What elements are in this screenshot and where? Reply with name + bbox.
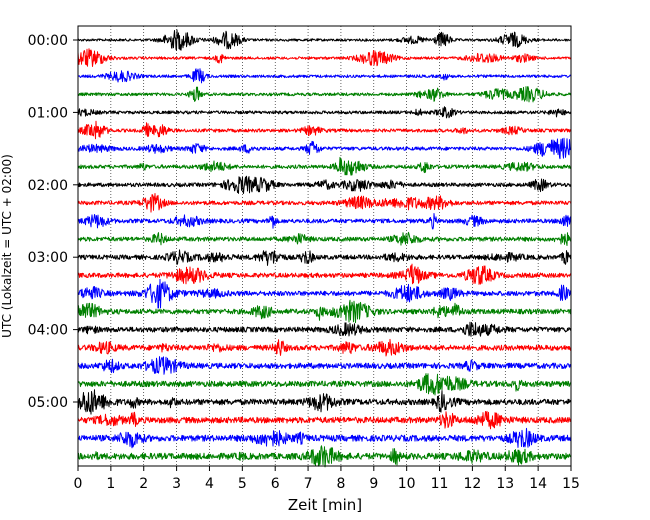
trace-0030 [77, 68, 572, 84]
x-tick-label-3: 3 [172, 476, 181, 492]
x-tick-label-9: 9 [369, 476, 378, 492]
y-tick-label-0200: 02:00 [28, 178, 68, 194]
grid-lines [110, 26, 539, 466]
trace-0315 [77, 263, 572, 285]
y-tick-label-0100: 01:00 [28, 105, 68, 121]
y-axis-label: UTC (Lokalzeit = UTC + 02:00) [0, 154, 14, 338]
trace-0215 [77, 193, 572, 213]
trace-0130 [77, 137, 572, 160]
y-tick-label-0500: 05:00 [28, 395, 68, 411]
trace-0430 [77, 356, 572, 375]
x-tick-label-14: 14 [529, 476, 547, 492]
trace-0045 [77, 86, 572, 103]
x-tick-label-7: 7 [304, 476, 313, 492]
x-tick-label-5: 5 [238, 476, 247, 492]
x-tick-label-2: 2 [139, 476, 148, 492]
x-tick-label-10: 10 [398, 476, 416, 492]
trace-0445 [77, 373, 572, 396]
trace-0515 [77, 410, 572, 430]
trace-0145 [77, 156, 572, 176]
plot-frame [77, 25, 572, 467]
trace-0330 [77, 278, 572, 309]
x-tick-label-11: 11 [431, 476, 449, 492]
x-tick-label-6: 6 [271, 476, 280, 492]
trace-0000 [77, 29, 572, 51]
x-tick-label-8: 8 [336, 476, 345, 492]
trace-0345 [77, 299, 572, 324]
trace-0415 [77, 338, 572, 357]
y-tick-label-0000: 00:00 [28, 33, 68, 49]
trace-0115 [77, 120, 572, 140]
x-tick-label-13: 13 [496, 476, 514, 492]
trace-0530 [77, 427, 572, 449]
x-axis-ticks: 0 1 2 3 4 5 6 7 8 9 10 11 12 13 14 15 [74, 466, 580, 492]
trace-0245 [77, 231, 572, 246]
trace-0015 [77, 48, 572, 67]
trace-0100 [77, 106, 572, 119]
trace-0230 [77, 213, 572, 230]
trace-0300 [77, 249, 572, 266]
trace-0400 [77, 321, 572, 337]
y-tick-label-0400: 04:00 [28, 323, 68, 339]
x-tick-label-1: 1 [106, 476, 115, 492]
y-axis-ticks: 00:00 01:00 02:00 03:00 04:00 05:00 [28, 33, 78, 411]
x-tick-label-15: 15 [562, 476, 580, 492]
x-axis-label: Zeit [min] [288, 496, 362, 514]
trace-0500 [77, 389, 572, 415]
trace-0545 [77, 445, 572, 468]
seismic-traces [77, 29, 572, 468]
y-tick-label-0300: 03:00 [28, 250, 68, 266]
x-tick-label-4: 4 [205, 476, 214, 492]
trace-0200 [78, 175, 572, 194]
x-tick-label-12: 12 [463, 476, 481, 492]
x-tick-label-0: 0 [74, 476, 83, 492]
